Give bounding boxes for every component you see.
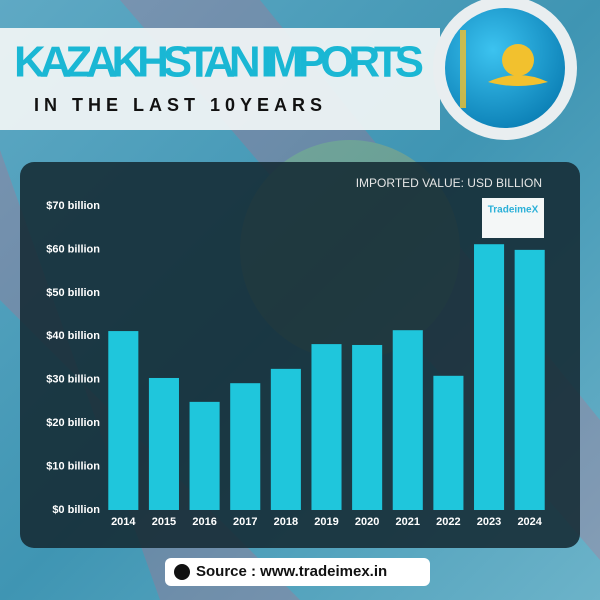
- logo: TradeimeX: [488, 205, 539, 216]
- bar: [352, 344, 383, 510]
- title-band: [0, 28, 440, 130]
- x-tick-label: 2018: [274, 516, 298, 528]
- flag: [433, 0, 577, 140]
- source-pill: [165, 558, 430, 586]
- y-tick-label: $20 billion: [46, 417, 100, 429]
- y-tick-label: $0 billion: [52, 504, 100, 516]
- x-tick-label: 2016: [192, 516, 216, 528]
- bar: [108, 331, 139, 510]
- bar: [311, 344, 342, 510]
- x-tick-label: 2024: [517, 516, 542, 528]
- y-tick-label: $60 billion: [46, 243, 100, 255]
- bar: [474, 244, 505, 510]
- source: Source : www.tradeimex.in: [196, 563, 387, 580]
- annotation: IMPORTED VALUE: USD BILLION: [356, 176, 542, 190]
- x-tick-label: 2017: [233, 516, 257, 528]
- bar: [189, 401, 220, 510]
- bar: [270, 368, 301, 510]
- globe-icon: [174, 564, 190, 580]
- title: KAZAKHSTAN IMPORTS: [14, 38, 424, 87]
- x-tick-label: 2021: [396, 516, 420, 528]
- x-tick-label: 2014: [111, 516, 136, 528]
- x-tick-label: 2015: [152, 516, 176, 528]
- bar: [514, 249, 545, 510]
- y-tick-label: $30 billion: [46, 374, 100, 386]
- bar: [433, 375, 464, 510]
- y-tick-label: $70 billion: [46, 200, 100, 212]
- bar: [392, 330, 423, 510]
- subtitle: IN THE LAST 10YEARS: [34, 95, 327, 115]
- y-tick-label: $10 billion: [46, 460, 100, 472]
- x-tick-label: 2023: [477, 516, 501, 528]
- x-tick-label: 2019: [314, 516, 338, 528]
- x-tick-label: 2020: [355, 516, 379, 528]
- y-tick-label: $50 billion: [46, 287, 100, 299]
- bar: [230, 383, 261, 510]
- y-tick-label: $40 billion: [46, 330, 100, 342]
- x-tick-label: 2022: [436, 516, 460, 528]
- bar: [148, 377, 179, 510]
- logo-box: [482, 198, 544, 238]
